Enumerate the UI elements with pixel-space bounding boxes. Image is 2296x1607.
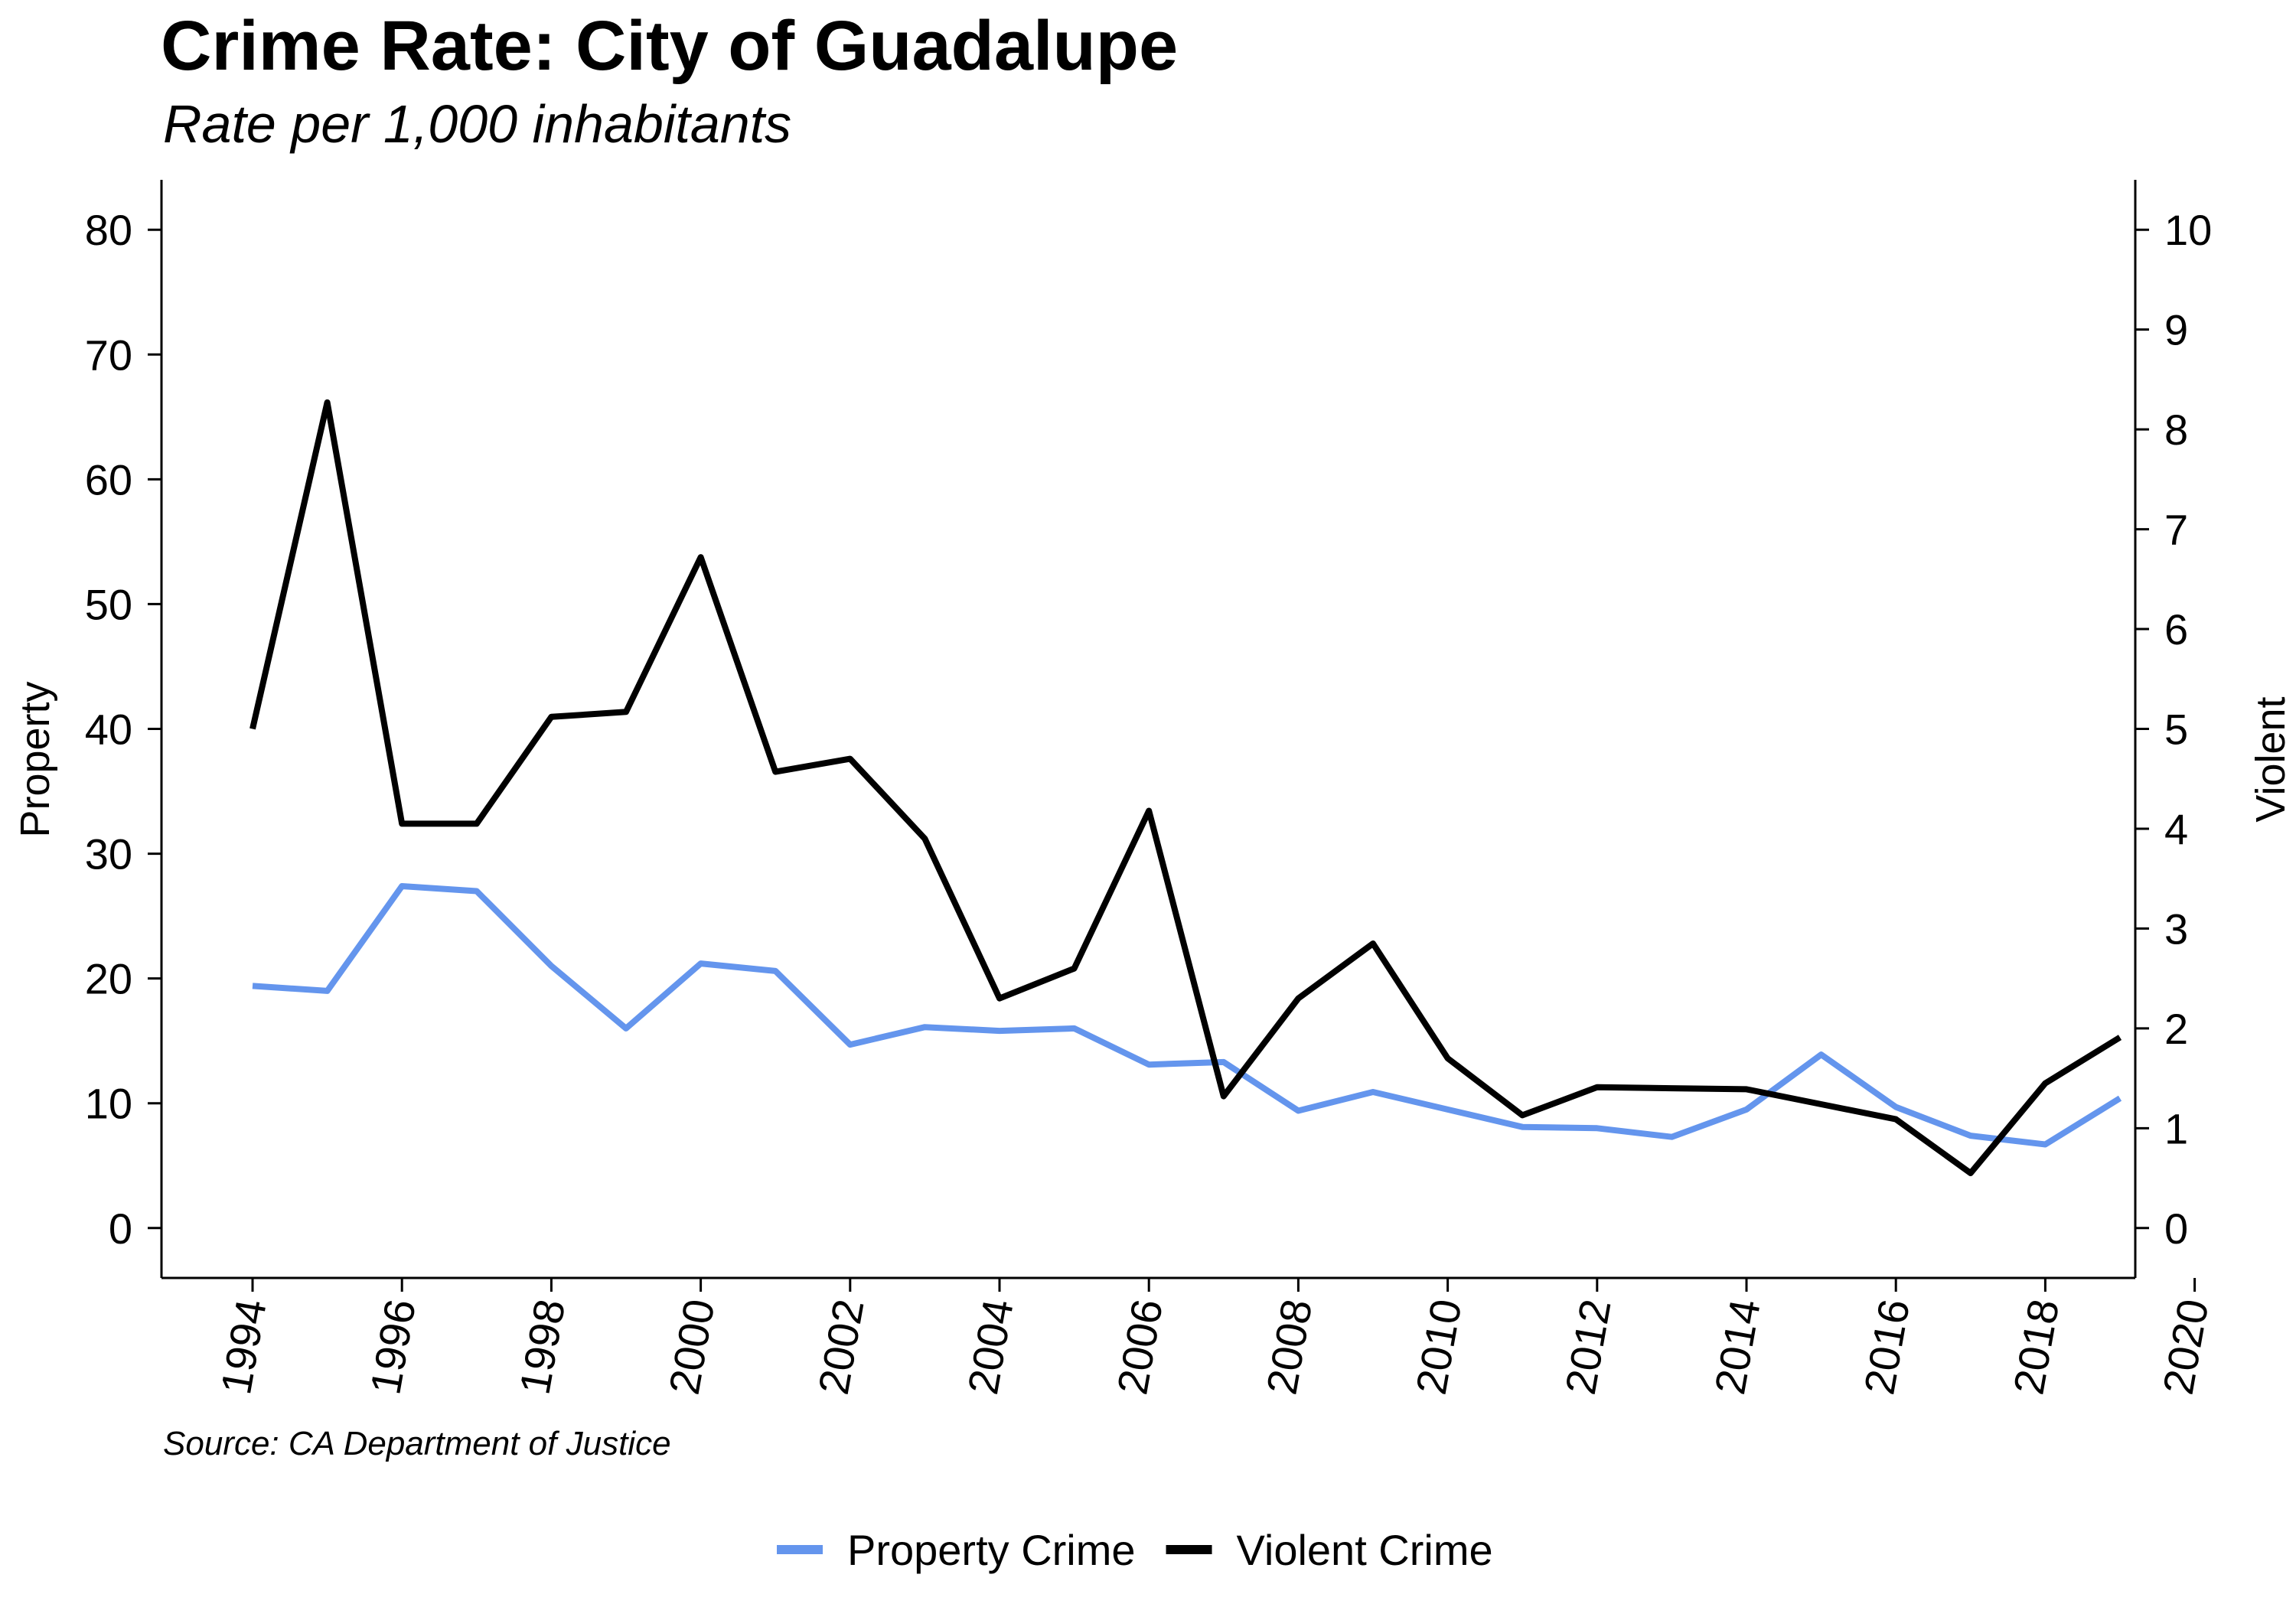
y-tick-label-left: 80 [85, 206, 132, 254]
x-tick-label: 2000 [660, 1296, 724, 1398]
y-tick-label-left: 0 [109, 1204, 132, 1253]
x-tick-label: 2008 [1257, 1296, 1322, 1398]
y-tick-label-right: 1 [2164, 1104, 2188, 1152]
y-tick-label-right: 3 [2164, 905, 2188, 953]
y-tick-label-right: 6 [2164, 605, 2188, 654]
x-tick-label: 2014 [1705, 1296, 1769, 1398]
y-axis-title-right: Violent [2248, 696, 2294, 822]
chart-source: Source: CA Department of Justice [163, 1425, 671, 1462]
y-tick-label-right: 8 [2164, 406, 2188, 454]
violent-crime-line [249, 399, 2122, 1176]
x-tick-label: 1996 [360, 1296, 425, 1398]
y-tick-label-right: 10 [2164, 206, 2212, 254]
axes-layer: 0 10 20 30 40 50 60 70 80 0 1 2 3 4 5 6 7 8 9 10 1994 1996 199… [12, 180, 2294, 1398]
x-tick-label: 1998 [510, 1296, 575, 1398]
x-tick-label: 1994 [211, 1296, 276, 1398]
legend-label-violent-crime: Violent Crime [1237, 1526, 1493, 1574]
chart-subtitle: Rate per 1,000 inhabitants [163, 94, 792, 154]
y-tick-label-right: 2 [2164, 1005, 2188, 1053]
y-tick-label-left: 60 [85, 455, 132, 504]
y-tick-label-left: 30 [85, 830, 132, 878]
y-tick-label-left: 40 [85, 706, 132, 754]
y-tick-label-right: 0 [2164, 1204, 2188, 1253]
x-tick-label: 2016 [1854, 1296, 1919, 1398]
chart-title: Crime Rate: City of Guadalupe [161, 7, 1179, 85]
y-tick-label-right: 9 [2164, 306, 2188, 354]
y-tick-label-left: 70 [85, 331, 132, 379]
y-tick-label-left: 20 [85, 955, 132, 1003]
property-crime-line [252, 883, 2122, 1148]
legend-label-property-crime: Property Crime [847, 1526, 1136, 1574]
series-layer [249, 399, 2122, 1176]
y-tick-label-right: 4 [2164, 805, 2188, 853]
y-tick-label-left: 50 [85, 580, 132, 628]
x-tick-label: 2004 [958, 1296, 1022, 1398]
y-axis-title-left: Property [12, 681, 58, 837]
x-tick-label: 2020 [2154, 1296, 2218, 1398]
y-tick-label-right: 5 [2164, 706, 2188, 754]
x-tick-label: 2002 [809, 1296, 873, 1398]
x-tick-label: 2006 [1107, 1296, 1172, 1398]
x-tick-label: 2012 [1556, 1296, 1620, 1398]
legend-layer: Property Crime Violent Crime [777, 1526, 1493, 1574]
x-tick-label: 2010 [1407, 1296, 1471, 1398]
x-tick-label: 2018 [2004, 1296, 2069, 1398]
y-tick-label-right: 7 [2164, 506, 2188, 554]
y-tick-label-left: 10 [85, 1080, 132, 1128]
